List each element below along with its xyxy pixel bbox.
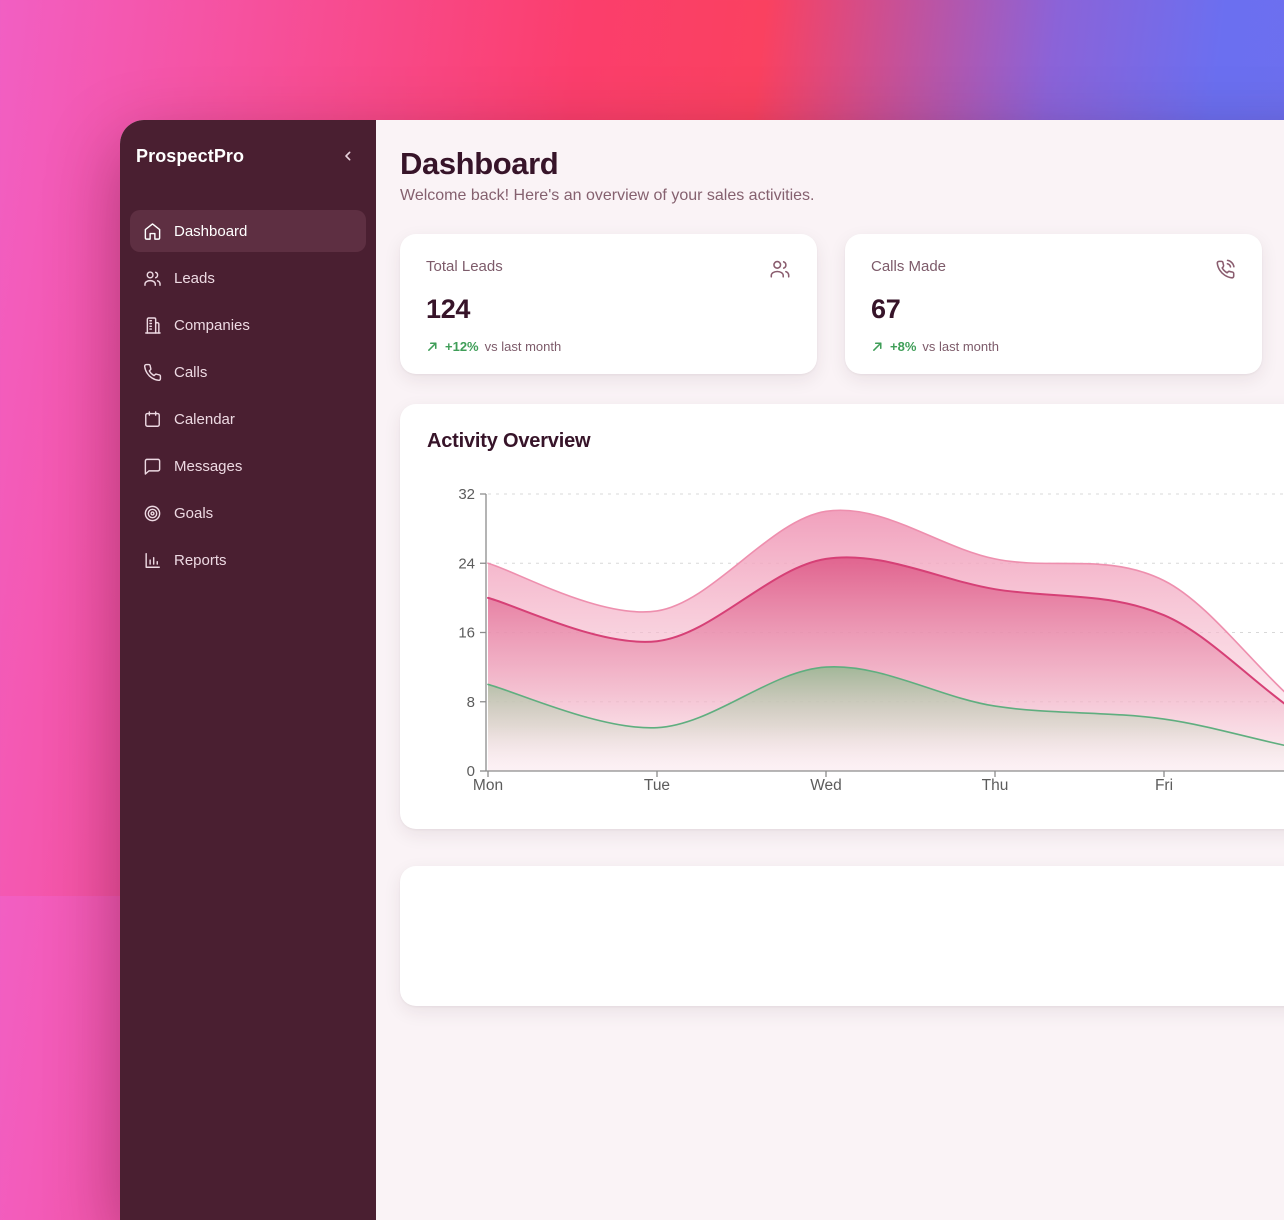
phone-call-icon: [1214, 258, 1236, 285]
trend-up-icon: [426, 340, 439, 353]
stat-card-total-leads: Total Leads 124 +12% vs last month: [400, 234, 817, 374]
sidebar-header: ProspectPro: [120, 142, 376, 170]
sidebar-item-label: Calls: [174, 363, 208, 381]
partial-bottom-card: [400, 866, 1284, 1006]
sidebar-item-leads[interactable]: Leads: [130, 257, 366, 299]
sidebar-item-messages[interactable]: Messages: [130, 445, 366, 487]
stat-trend: +12% vs last month: [426, 339, 791, 354]
stat-card-calls-made: Calls Made 67 +8% vs last month: [845, 234, 1262, 374]
users-icon: [143, 269, 162, 288]
activity-area-chart: 08162432MonTueWedThuFriSatSun: [458, 486, 1284, 794]
stat-value: 67: [871, 294, 901, 324]
home-icon: [143, 222, 162, 241]
svg-text:8: 8: [467, 694, 475, 711]
sidebar-item-calendar[interactable]: Calendar: [130, 398, 366, 440]
stats-row: Total Leads 124 +12% vs last month Calls: [400, 234, 1284, 374]
sidebar-item-label: Messages: [174, 457, 243, 475]
chart-title: Activity Overview: [427, 430, 591, 452]
sidebar-collapse-button[interactable]: [338, 146, 358, 166]
phone-icon: [143, 363, 162, 382]
calendar-icon: [143, 410, 162, 429]
svg-text:Mon: Mon: [473, 777, 503, 794]
sidebar-item-dashboard[interactable]: Dashboard: [130, 210, 366, 252]
sidebar-item-label: Leads: [174, 269, 215, 287]
stat-label: Calls Made: [871, 258, 947, 275]
stat-value: 124: [426, 294, 471, 324]
sidebar-item-companies[interactable]: Companies: [130, 304, 366, 346]
trend-suffix: vs last month: [922, 339, 999, 354]
svg-text:Fri: Fri: [1155, 777, 1173, 794]
sidebar-item-label: Dashboard: [174, 222, 248, 240]
sidebar-item-reports[interactable]: Reports: [130, 539, 366, 581]
activity-overview-card: Activity Overview: [400, 404, 1284, 829]
main-content: Dashboard Welcome back! Here's an overvi…: [376, 120, 1284, 1220]
page-subtitle: Welcome back! Here's an overview of your…: [400, 187, 815, 204]
stat-trend: +8% vs last month: [871, 339, 1236, 354]
page-title: Dashboard: [400, 146, 559, 181]
sidebar-item-label: Calendar: [174, 410, 235, 428]
sidebar-item-calls[interactable]: Calls: [130, 351, 366, 393]
building-icon: [143, 316, 162, 335]
svg-text:16: 16: [458, 625, 475, 642]
trend-percent: +8%: [890, 339, 917, 354]
app-window: ProspectPro Dashboard Leads: [120, 120, 1284, 1220]
bar-chart-icon: [143, 551, 162, 570]
svg-text:Tue: Tue: [644, 777, 670, 794]
users-icon: [769, 258, 791, 285]
svg-text:32: 32: [458, 486, 475, 503]
chevron-left-icon: [340, 148, 356, 164]
brand-logo: ProspectPro: [136, 145, 245, 166]
sidebar-item-label: Companies: [174, 316, 250, 334]
sidebar-nav: Dashboard Leads Companies Calls: [120, 210, 376, 581]
stat-label: Total Leads: [426, 258, 503, 275]
trend-suffix: vs last month: [484, 339, 562, 354]
sidebar-item-goals[interactable]: Goals: [130, 492, 366, 534]
target-icon: [143, 504, 162, 523]
trend-up-icon: [871, 340, 884, 353]
svg-text:24: 24: [458, 555, 475, 572]
sidebar: ProspectPro Dashboard Leads: [120, 120, 376, 1220]
svg-text:0: 0: [467, 763, 475, 780]
svg-text:Thu: Thu: [982, 777, 1009, 794]
trend-percent: +12%: [445, 339, 479, 354]
svg-text:Wed: Wed: [810, 777, 842, 794]
sidebar-item-label: Reports: [174, 551, 227, 569]
sidebar-item-label: Goals: [174, 504, 214, 522]
message-icon: [143, 457, 162, 476]
